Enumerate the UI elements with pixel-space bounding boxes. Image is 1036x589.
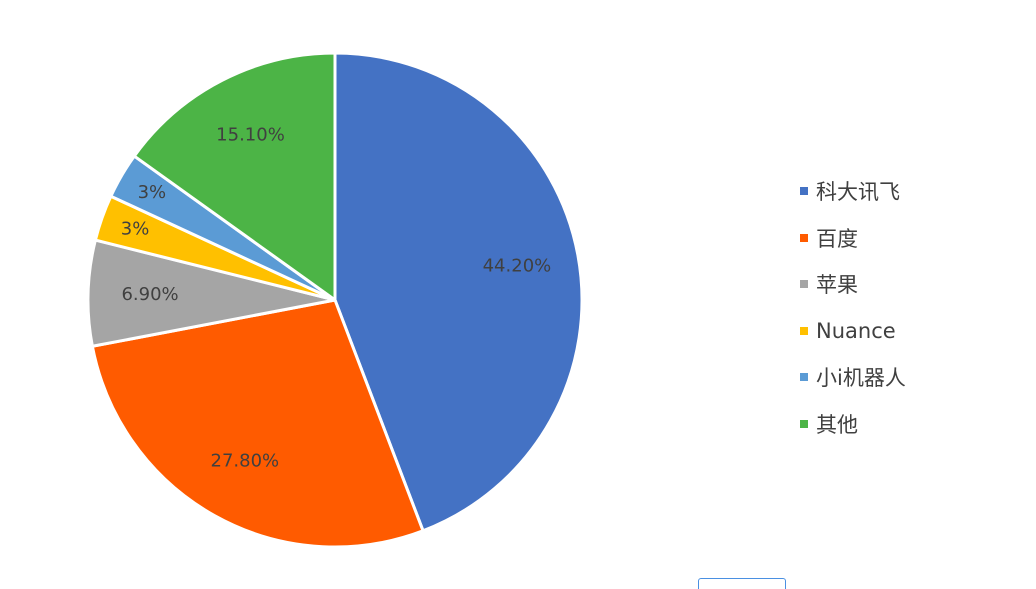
legend-swatch-baidu: [800, 233, 808, 242]
legend-label-other: 其他: [816, 412, 858, 437]
legend-swatch-xiaoi: [800, 373, 808, 382]
data-label-baidu: 27.80%: [211, 451, 280, 472]
legend-label-nuance: Nuance: [816, 318, 896, 343]
data-label-other: 15.10%: [216, 124, 285, 145]
data-label-nuance: 3%: [121, 218, 150, 239]
legend-swatch-nuance: [800, 326, 808, 335]
legend-label-xiaoi: 小i机器人: [816, 366, 906, 391]
data-label-xiaoi: 3%: [138, 182, 167, 203]
legend-item-nuance: Nuance: [800, 308, 906, 355]
legend-item-apple: 苹果: [800, 261, 906, 308]
legend: 科大讯飞 百度 苹果 Nuance 小i机器人 其他: [800, 168, 906, 447]
legend-label-baidu: 百度: [816, 226, 858, 251]
pie-slice-iflytek: [333, 51, 584, 533]
legend-label-apple: 苹果: [816, 273, 858, 298]
data-label-apple: 6.90%: [121, 284, 178, 305]
data-label-iflytek: 44.20%: [483, 255, 552, 276]
legend-item-other: 其他: [800, 401, 906, 448]
legend-item-xiaoi: 小i机器人: [800, 354, 906, 401]
legend-item-baidu: 百度: [800, 215, 906, 262]
legend-label-iflytek: 科大讯飞: [816, 180, 900, 205]
pie-slice-other: [132, 51, 337, 303]
pie-slice-baidu: [90, 298, 425, 549]
legend-swatch-iflytek: [800, 187, 808, 196]
legend-swatch-apple: [800, 280, 808, 289]
legend-item-iflytek: 科大讯飞: [800, 168, 906, 215]
legend-swatch-other: [800, 419, 808, 428]
pie-slice-apple: [86, 238, 336, 349]
